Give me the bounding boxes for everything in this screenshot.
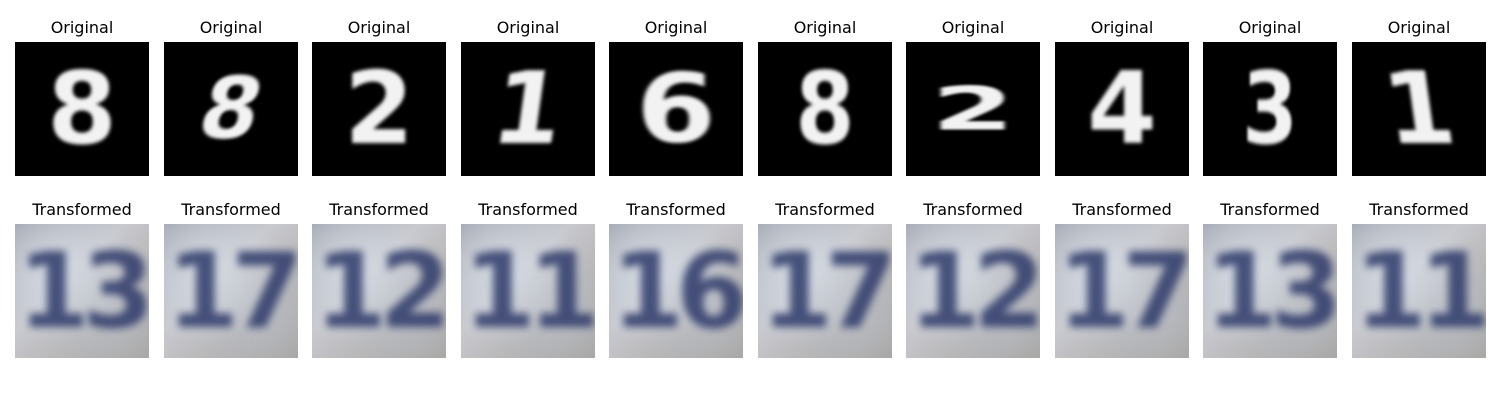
original-digit: 2 <box>344 50 414 167</box>
transformed-cell: Transformed 11 <box>461 198 595 358</box>
transformed-title: Transformed <box>478 200 578 219</box>
original-cell: Original 8 <box>15 16 149 176</box>
transformed-digit: 12 <box>314 230 446 352</box>
transformed-title: Transformed <box>1369 200 1469 219</box>
original-digit: 8 <box>189 58 274 159</box>
original-title: Original <box>941 18 1005 37</box>
original-cell: Original 6 <box>609 16 743 176</box>
original-image: 8 <box>15 42 149 176</box>
transformed-digit: 17 <box>166 230 298 352</box>
transformed-title: Transformed <box>1072 200 1172 219</box>
original-title: Original <box>199 18 263 37</box>
transformed-digit: 17 <box>760 230 892 352</box>
transformed-image: 13 <box>15 224 149 358</box>
transformed-image: 11 <box>461 224 595 358</box>
transformed-cell: Transformed 17 <box>1055 198 1189 358</box>
original-cell: Original 1 <box>461 16 595 176</box>
transformed-cell: Transformed 13 <box>1203 198 1337 358</box>
original-digit: 8 <box>47 50 117 167</box>
transformed-image: 12 <box>906 224 1040 358</box>
transformed-title: Transformed <box>626 200 726 219</box>
transformed-title: Transformed <box>32 200 132 219</box>
transformed-image: 11 <box>1352 224 1486 358</box>
transformed-image: 13 <box>1203 224 1337 358</box>
transformed-cell: Transformed 12 <box>312 198 446 358</box>
original-cell: Original 4 <box>1055 16 1189 176</box>
transformed-image: 12 <box>312 224 446 358</box>
transformed-cell: Transformed 17 <box>164 198 298 358</box>
transformed-cell: Transformed 17 <box>758 198 892 358</box>
original-cell: Original 2 <box>906 16 1040 176</box>
transformed-cell: Transformed 16 <box>609 198 743 358</box>
transformed-title: Transformed <box>775 200 875 219</box>
original-cell: Original 8 <box>758 16 892 176</box>
original-image: 3 <box>1203 42 1337 176</box>
transformed-title: Transformed <box>181 200 281 219</box>
original-row: Original 8 Original 8 Original 2 Origina… <box>0 16 1500 176</box>
transformed-digit: 11 <box>1354 230 1486 352</box>
original-title: Original <box>1090 18 1154 37</box>
original-image: 4 <box>1055 42 1189 176</box>
transformed-digit: 17 <box>1057 230 1189 352</box>
original-digit: 3 <box>1242 50 1298 167</box>
transformed-cell: Transformed 12 <box>906 198 1040 358</box>
original-image: 2 <box>312 42 446 176</box>
transformed-title: Transformed <box>329 200 429 219</box>
transformed-image: 17 <box>164 224 298 358</box>
original-title: Original <box>347 18 411 37</box>
original-image: 8 <box>758 42 892 176</box>
original-cell: Original 8 <box>164 16 298 176</box>
original-image: 1 <box>1352 42 1486 176</box>
original-title: Original <box>496 18 560 37</box>
original-digit: 4 <box>1087 50 1157 167</box>
transformed-cell: Transformed 13 <box>15 198 149 358</box>
original-digit: 6 <box>635 52 717 165</box>
transformed-digit: 12 <box>908 230 1040 352</box>
transformed-image: 17 <box>1055 224 1189 358</box>
transformed-image: 17 <box>758 224 892 358</box>
transformed-digit: 11 <box>463 230 595 352</box>
original-title: Original <box>793 18 857 37</box>
original-title: Original <box>50 18 114 37</box>
original-cell: Original 1 <box>1352 16 1486 176</box>
transformed-title: Transformed <box>1220 200 1320 219</box>
original-image: 2 <box>906 42 1040 176</box>
transformed-image: 16 <box>609 224 743 358</box>
transformed-cell: Transformed 11 <box>1352 198 1486 358</box>
original-title: Original <box>1238 18 1302 37</box>
original-image: 1 <box>461 42 595 176</box>
transformed-digit: 16 <box>611 230 743 352</box>
original-cell: Original 3 <box>1203 16 1337 176</box>
original-digit: 1 <box>1375 50 1462 167</box>
original-image: 6 <box>609 42 743 176</box>
transformed-row: Transformed 13 Transformed 17 Transforme… <box>0 198 1500 358</box>
original-digit: 8 <box>795 50 855 167</box>
original-image: 8 <box>164 42 298 176</box>
original-digit: 1 <box>485 50 572 167</box>
transformed-digit: 13 <box>1205 230 1337 352</box>
original-digit: 2 <box>931 73 1015 144</box>
original-title: Original <box>1387 18 1451 37</box>
transformed-digit: 13 <box>17 230 149 352</box>
original-cell: Original 2 <box>312 16 446 176</box>
original-title: Original <box>644 18 708 37</box>
transformed-title: Transformed <box>923 200 1023 219</box>
